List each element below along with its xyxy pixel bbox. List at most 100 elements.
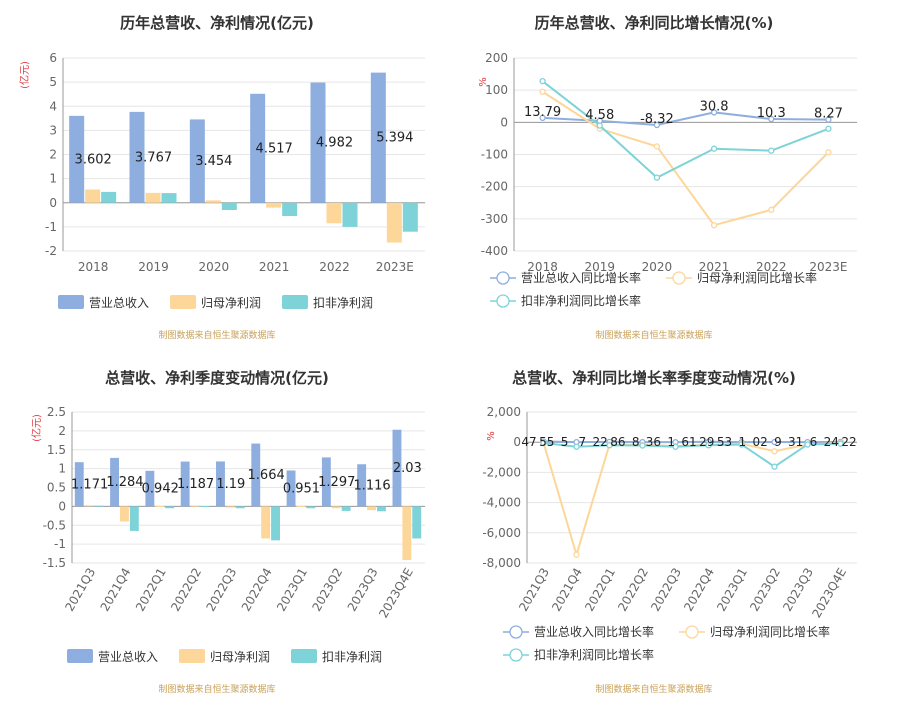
y-tick-label: -1.5 <box>43 556 66 570</box>
data-label: 1.19 <box>216 477 245 492</box>
chart-title: 总营收、净利季度变动情况(亿元) <box>105 369 329 387</box>
line-series-1 <box>543 440 841 444</box>
line-point <box>672 443 679 450</box>
x-tick-label: 2022Q2 <box>615 566 651 614</box>
data-label: 02 <box>752 435 767 449</box>
y-axis-unit: (亿元) <box>18 61 31 89</box>
bar-revenue <box>286 470 296 507</box>
line-point <box>705 442 712 449</box>
legend-label: 扣非净利润 <box>313 296 373 310</box>
data-label: 1 <box>667 435 675 449</box>
x-tick-label: 2023Q4E <box>376 566 416 621</box>
bar-deducted <box>342 202 358 227</box>
y-tick-label: 100 <box>485 83 508 97</box>
legend-label: 归母净利润 <box>201 296 261 310</box>
legend-label: 营业总收入同比增长率 <box>534 624 654 639</box>
bar-revenue <box>392 429 402 507</box>
line-point <box>653 121 661 129</box>
legend-swatch[interactable] <box>67 649 93 663</box>
data-label: 7 <box>579 435 587 449</box>
legend: 营业总收入 归母净利润 扣非净利润 <box>58 295 373 310</box>
y-tick-label: -2 <box>45 244 57 258</box>
bar-netprofit <box>190 505 200 507</box>
x-tick-label: 2022Q1 <box>582 566 618 614</box>
y-tick-label: 0.5 <box>47 481 66 495</box>
bar-netprofit <box>296 505 306 507</box>
y-tick-label: 2 <box>49 148 57 162</box>
line-point <box>596 122 603 129</box>
legend-marker[interactable] <box>509 625 523 639</box>
y-tick-label: 4 <box>49 99 57 113</box>
line-point <box>606 442 613 449</box>
data-label: 1.664 <box>248 468 285 483</box>
line-point <box>825 149 832 156</box>
line-point <box>540 439 547 447</box>
legend-swatch[interactable] <box>170 295 196 309</box>
data-label: 1.171 <box>71 477 108 492</box>
bar-revenue <box>69 115 85 203</box>
y-tick-label: 0 <box>58 499 66 513</box>
line-point <box>825 116 832 123</box>
bar-netprofit <box>85 189 101 203</box>
bar-netprofit <box>145 192 161 203</box>
x-tick-label: 2023Q1 <box>274 566 310 614</box>
data-label: 55 <box>539 435 554 449</box>
data-label: 1.284 <box>106 475 143 490</box>
legend-label: 扣非净利润同比增长率 <box>534 647 654 662</box>
bar-netprofit <box>402 506 412 560</box>
bar-netprofit <box>261 506 271 539</box>
bar-deducted <box>412 506 422 539</box>
bar-deducted <box>341 506 351 511</box>
bar-revenue <box>74 462 84 507</box>
y-axis-unit: % <box>478 77 489 87</box>
source-note: 制图数据来自恒生聚源数据库 <box>158 683 275 695</box>
data-label: 22 <box>592 435 607 449</box>
chart-title: 历年总营收、净利同比增长情况(%) <box>535 14 774 32</box>
line-series-2 <box>542 90 830 227</box>
line-point <box>738 441 745 448</box>
line-point <box>771 438 778 446</box>
data-label: 1.297 <box>318 475 355 490</box>
y-tick-label: -1 <box>54 537 66 551</box>
bar-deducted <box>376 506 386 512</box>
source-note: 制图数据来自恒生聚源数据库 <box>158 329 275 341</box>
data-label: 4.517 <box>256 141 293 156</box>
line-point <box>539 78 546 85</box>
legend-swatch[interactable] <box>58 295 84 309</box>
y-tick-label: -2,000 <box>482 465 521 479</box>
x-tick-label: 2022 <box>319 260 350 274</box>
bar-revenue <box>145 470 155 507</box>
legend-swatch[interactable] <box>179 649 205 663</box>
data-label: 9 <box>774 435 782 449</box>
y-tick-label: 200 <box>485 51 508 65</box>
x-tick-label: 2023Q3 <box>780 566 816 614</box>
data-label: 1 <box>739 435 747 449</box>
x-tick-label: 2021Q3 <box>516 566 552 614</box>
bar-deducted <box>101 191 117 203</box>
bar-netprofit <box>326 202 342 224</box>
bar-netprofit <box>120 506 129 522</box>
y-tick-label: 0 <box>513 435 521 449</box>
x-tick-label: 2022Q1 <box>133 566 169 614</box>
x-tick-label: 2022 <box>756 260 787 274</box>
legend-marker[interactable] <box>509 648 523 662</box>
x-tick-label: 2023Q2 <box>747 566 783 614</box>
y-tick-label: 2.5 <box>47 405 66 419</box>
data-label: 47 <box>521 435 536 449</box>
data-label: 0.951 <box>283 481 320 496</box>
legend-marker[interactable] <box>672 271 686 285</box>
line-point <box>539 114 546 122</box>
bar-revenue <box>321 457 331 507</box>
bar-deducted <box>282 202 298 217</box>
y-tick-label: 6 <box>49 51 57 65</box>
y-tick-label: -300 <box>481 212 508 226</box>
legend-swatch[interactable] <box>282 295 308 309</box>
legend-marker[interactable] <box>496 271 510 285</box>
legend-marker[interactable] <box>685 625 699 639</box>
legend-swatch[interactable] <box>291 649 317 663</box>
x-tick-label: 2023E <box>809 260 847 274</box>
x-tick-label: 2022Q2 <box>168 566 204 614</box>
legend-marker[interactable] <box>496 294 510 308</box>
